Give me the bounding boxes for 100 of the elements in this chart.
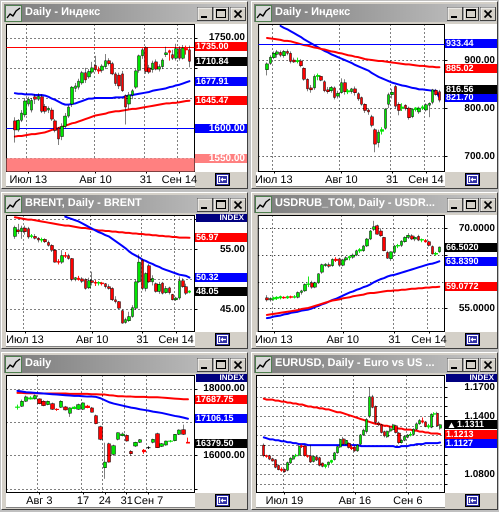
y-tick-label: 900.00: [464, 54, 496, 66]
line-series: [266, 286, 440, 316]
candlestick: [275, 296, 279, 300]
candlestick: [280, 466, 283, 472]
candlestick: [164, 46, 168, 58]
candlestick: [168, 49, 171, 62]
candlestick: [345, 438, 348, 446]
candlestick: [282, 50, 286, 58]
candlestick: [265, 294, 269, 302]
data-label: 821.70: [445, 92, 497, 102]
chart-title: BRENT, Daily - BRENT: [25, 197, 142, 210]
ref-line-label: 933.44: [445, 38, 497, 48]
candlestick: [341, 258, 345, 267]
y-tick-label: 16000.00: [202, 450, 246, 462]
candlestick: [350, 444, 354, 450]
candlestick: [161, 282, 164, 295]
candlestick: [323, 80, 326, 92]
candlestick: [85, 404, 90, 409]
data-label: 59.0772: [445, 281, 497, 292]
candlestick: [358, 248, 362, 254]
candlestick: [350, 88, 353, 94]
x-tick-label: Авг 3: [26, 495, 52, 507]
candlestick: [406, 232, 410, 240]
x-tick-label: 31: [386, 174, 398, 186]
data-label: 17687.75: [195, 394, 247, 404]
candlestick: [421, 104, 424, 110]
candlestick: [293, 294, 296, 299]
x-tick-label: Сен 14: [408, 174, 444, 186]
candlestick: [41, 400, 46, 407]
y-axis-title: INDEX: [196, 373, 247, 382]
y-tick-label: 1.1400: [464, 410, 496, 422]
candlestick: [275, 50, 279, 58]
ref-line-label: 1735.00: [195, 41, 247, 52]
y-axis-title: INDEX: [446, 373, 497, 382]
y-tick-label: 1.0800: [463, 468, 496, 480]
x-tick-label: Авг 10: [325, 174, 358, 186]
line-series: [262, 436, 442, 448]
data-label: 63.8390: [445, 256, 497, 266]
candlestick: [181, 44, 185, 60]
line-series: [16, 390, 189, 420]
y-tick-label: 55.0000: [458, 303, 496, 314]
candlestick: [40, 237, 44, 243]
y-tick-label: 1750.00: [208, 32, 246, 44]
candlestick: [413, 236, 417, 242]
x-tick-label: Сен 14: [162, 174, 198, 186]
text: 48.05: [195, 286, 247, 296]
text: 66.5020: [445, 242, 497, 252]
candlestick: [121, 70, 124, 92]
x-tick-label: Сен 6: [393, 495, 422, 507]
chart-title: Daily - Индекс: [25, 6, 100, 19]
candlestick: [104, 282, 107, 289]
x-tick-label: Авг 10: [76, 334, 108, 346]
candlestick: [421, 417, 424, 424]
candlestick: [155, 432, 160, 448]
candlestick: [438, 246, 441, 254]
candlestick: [417, 106, 421, 114]
candlestick: [279, 295, 282, 300]
candlestick: [296, 291, 300, 299]
chart-title: Daily: [25, 357, 52, 370]
candlestick: [40, 94, 44, 114]
data-label: 17106.15: [195, 413, 247, 424]
candlestick: [272, 296, 276, 301]
candlestick: [50, 402, 55, 410]
candlestick: [409, 432, 412, 437]
candlestick: [434, 251, 438, 256]
candlestick: [286, 295, 289, 300]
y-tick-label: 700.00: [463, 150, 496, 162]
candlestick: [142, 448, 146, 454]
x-tick-label: Июл 13: [254, 334, 293, 346]
x-tick-label: Июл 19: [266, 495, 304, 507]
x-tick-label: Сен 14: [411, 334, 447, 346]
line-series: [16, 392, 189, 400]
line-series: [14, 216, 190, 239]
candlestick: [30, 234, 33, 239]
candlestick: [410, 234, 414, 240]
x-tick-label: 31: [136, 334, 149, 346]
data-label: 1645.47: [195, 95, 247, 106]
chart-title: EURUSD, Daily - Euro vs US ...: [275, 357, 435, 370]
candlestick: [279, 50, 282, 58]
y-tick-label: 800.00: [463, 102, 496, 114]
line-series: [64, 216, 190, 279]
y-tick-label: 1550.00: [195, 152, 247, 164]
candlestick: [346, 88, 350, 95]
candlestick: [110, 287, 114, 302]
candlestick: [282, 296, 286, 300]
candlestick: [33, 234, 37, 240]
x-tick-label: Июл 13: [6, 334, 44, 346]
y-tick-label: 1.1700: [463, 382, 496, 393]
candlestick: [97, 280, 101, 286]
candlestick: [164, 286, 168, 294]
candlestick: [27, 226, 30, 240]
candlestick: [186, 437, 190, 444]
candlestick: [347, 442, 351, 449]
y-tick-label: 45.00: [218, 304, 246, 315]
y-tick-label: 70.0000: [458, 222, 496, 234]
data-label: 885.02: [445, 63, 497, 74]
candlestick: [403, 236, 407, 244]
chart-title: USDRUB_TOM, Daily - USDR...: [275, 197, 435, 210]
candlestick: [77, 275, 80, 282]
candlestick: [438, 90, 441, 103]
